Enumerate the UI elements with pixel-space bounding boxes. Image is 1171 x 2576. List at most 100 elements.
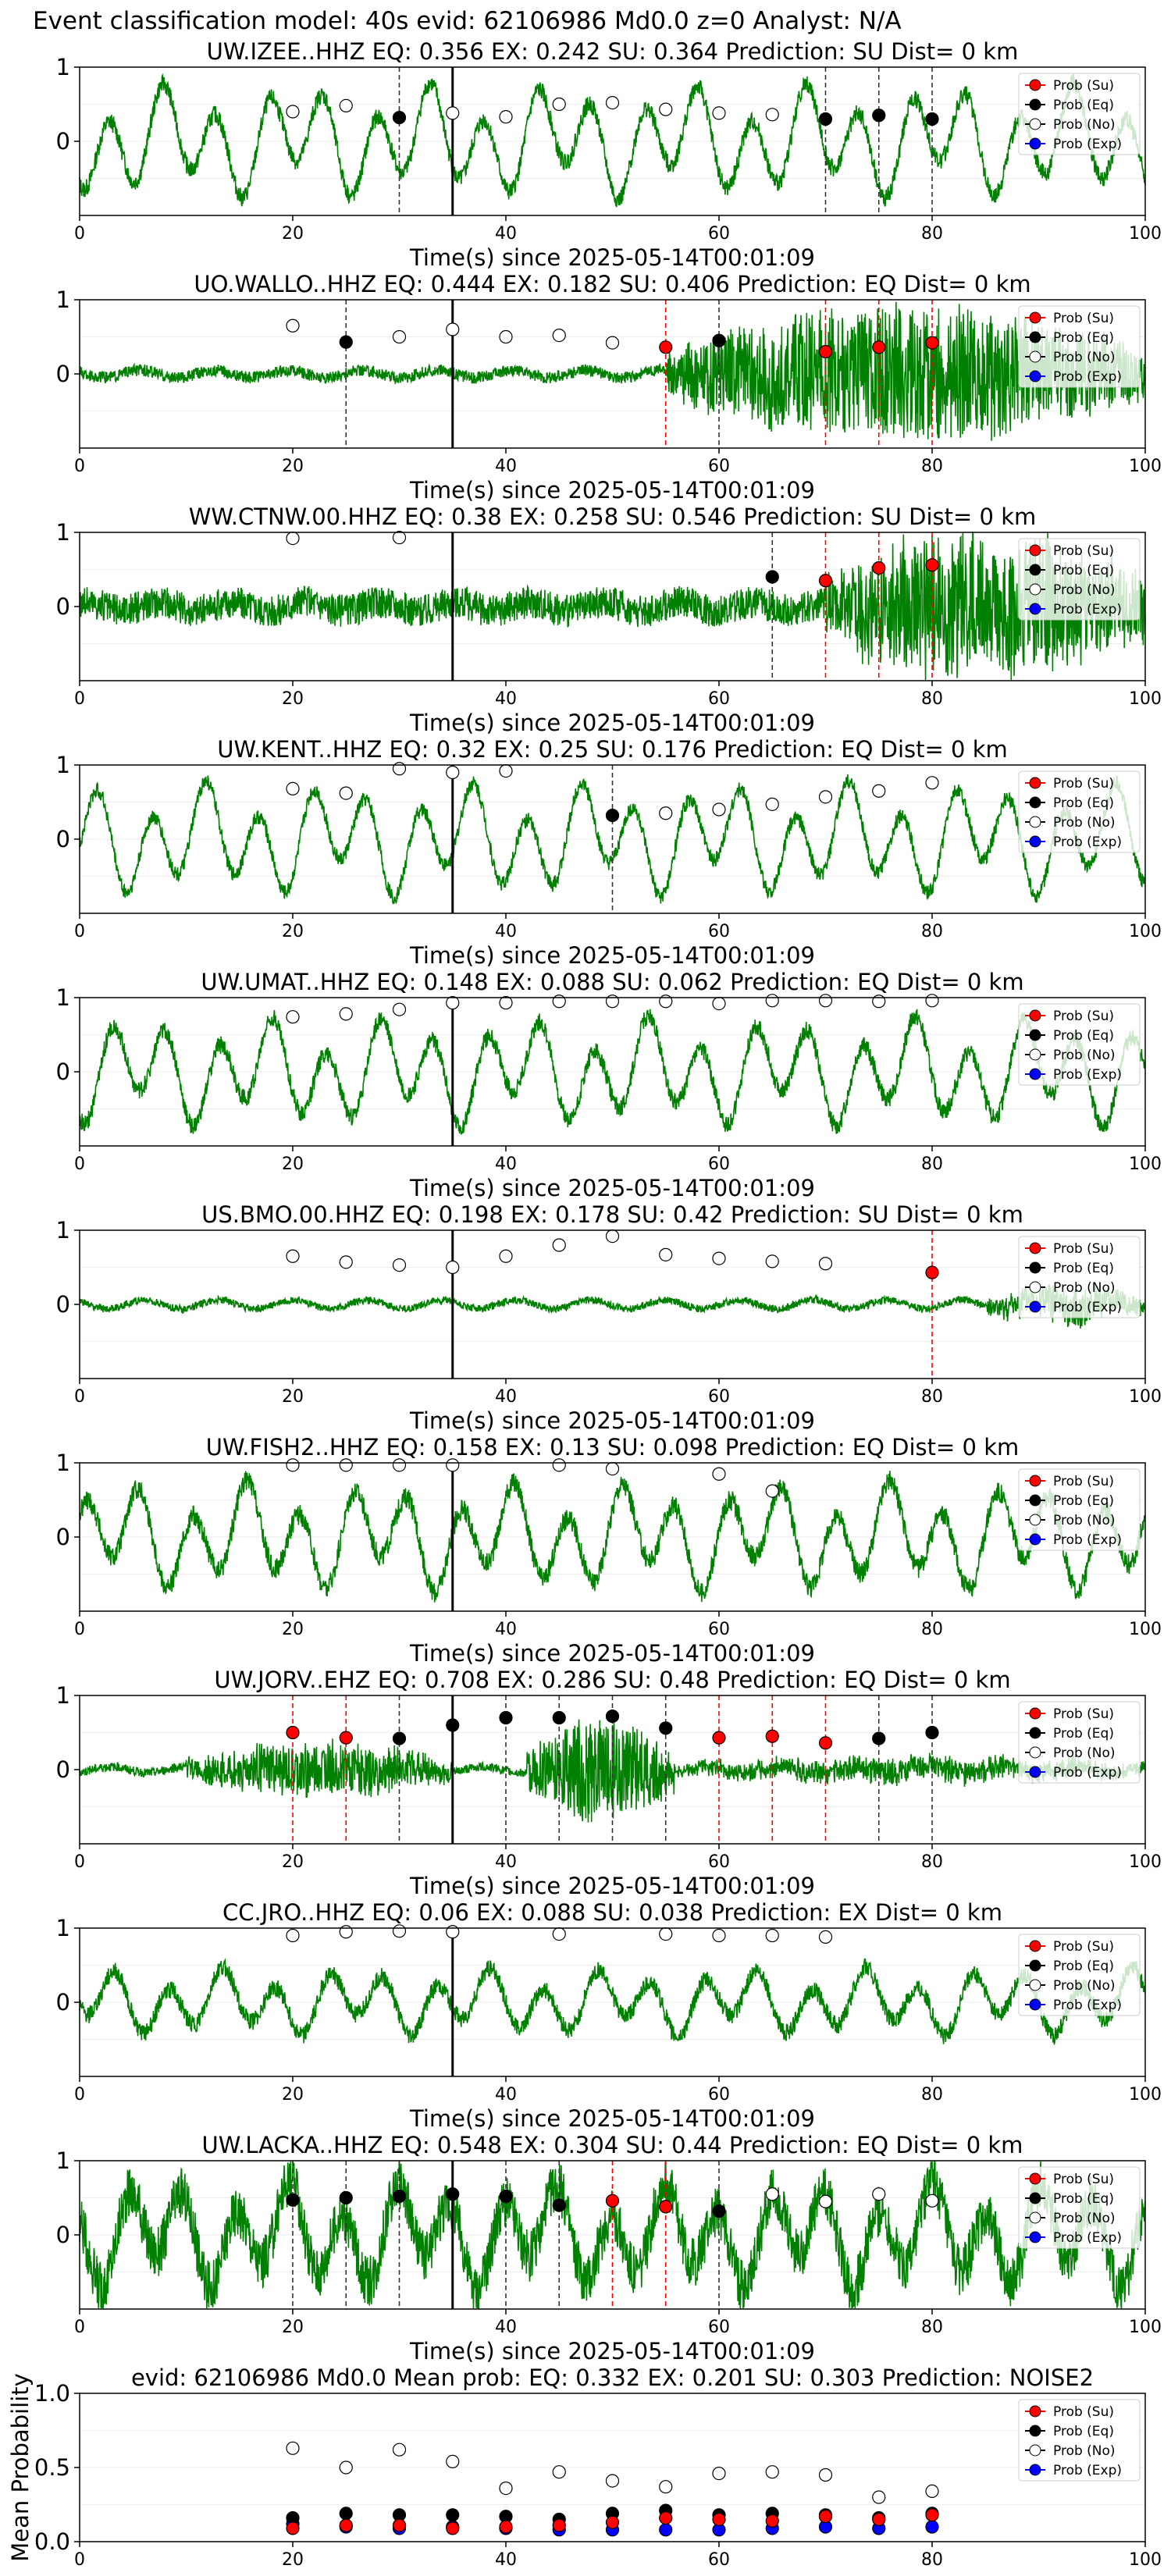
legend-label-eq: Prob (Eq) xyxy=(1053,1726,1114,1742)
station-panel-9: CC.JRO..HHZ EQ: 0.06 EX: 0.088 SU: 0.038… xyxy=(56,1899,1162,2132)
x-tick-label: 40 xyxy=(495,689,517,709)
prob-point-eq xyxy=(712,333,726,347)
legend-label-exp: Prob (Exp) xyxy=(1053,137,1122,152)
legend-label-eq: Prob (Eq) xyxy=(1053,563,1114,578)
prob-point-no xyxy=(446,2454,460,2468)
prob-point-no xyxy=(446,1458,460,1472)
prob-point-no xyxy=(446,322,460,336)
panel-title: US.BMO.00.HHZ EQ: 0.198 EX: 0.178 SU: 0.… xyxy=(201,1201,1023,1228)
legend-marker-exp xyxy=(1029,1068,1041,1080)
legend-marker-no xyxy=(1029,350,1041,363)
prob-point-no xyxy=(339,1925,353,1939)
legend-label-su: Prob (Su) xyxy=(1053,543,1114,559)
x-axis-label: Time(s) since 2025-05-14T00:01:09 xyxy=(409,2105,815,2132)
legend-marker-no xyxy=(1029,118,1041,130)
station-panel-4: UW.KENT..HHZ EQ: 0.32 EX: 0.25 SU: 0.176… xyxy=(56,736,1162,969)
legend-label-su: Prob (Su) xyxy=(1053,1241,1114,1257)
legend-marker-exp xyxy=(1029,1998,1041,2011)
prob-point-no xyxy=(712,996,726,1011)
legend-marker-exp xyxy=(1029,603,1041,615)
prob-point-no xyxy=(765,2465,779,2479)
x-tick-label: 100 xyxy=(1129,2318,1162,2337)
legend-label-no: Prob (No) xyxy=(1053,1745,1116,1761)
x-tick-label: 100 xyxy=(1129,1155,1162,1174)
panel-title: UW.IZEE..HHZ EQ: 0.356 EX: 0.242 SU: 0.3… xyxy=(207,38,1019,65)
legend-marker-eq xyxy=(1029,331,1041,343)
prob-point-eq xyxy=(339,2190,353,2205)
waveform-trace xyxy=(79,1957,1146,2046)
legend-marker-su xyxy=(1029,1009,1041,1022)
x-tick-label: 100 xyxy=(1129,224,1162,244)
prob-point-su xyxy=(818,574,833,588)
x-tick-label: 80 xyxy=(921,1852,943,1872)
prob-point-su xyxy=(392,2518,407,2532)
prob-point-no xyxy=(765,2187,779,2201)
x-tick-label: 100 xyxy=(1129,1387,1162,1407)
prob-point-su xyxy=(712,2512,726,2527)
prob-point-no xyxy=(712,2467,726,2481)
prob-point-no xyxy=(392,1924,407,1938)
legend-marker-exp xyxy=(1029,835,1041,848)
legend-box xyxy=(1018,770,1141,853)
station-panel-2: UO.WALLO..HHZ EQ: 0.444 EX: 0.182 SU: 0.… xyxy=(56,271,1162,503)
legend-box xyxy=(1018,2399,1141,2482)
prob-point-no xyxy=(339,1007,353,1021)
legend-marker-eq xyxy=(1029,2192,1041,2204)
prob-point-no xyxy=(446,765,460,780)
prob-point-no xyxy=(925,994,939,1008)
prob-point-no xyxy=(392,1258,407,1272)
prob-point-no xyxy=(392,1002,407,1016)
legend-marker-su xyxy=(1029,2405,1041,2418)
prob-point-su xyxy=(925,336,939,350)
prob-point-eq xyxy=(446,2508,460,2522)
prob-point-su xyxy=(286,2521,300,2535)
prob-point-no xyxy=(605,96,620,110)
legend-marker-eq xyxy=(1029,1959,1041,1972)
legend-label-exp: Prob (Exp) xyxy=(1053,2463,1122,2478)
panel-title: UW.JORV..EHZ EQ: 0.708 EX: 0.286 SU: 0.4… xyxy=(214,1667,1010,1693)
panel-title: UW.KENT..HHZ EQ: 0.32 EX: 0.25 SU: 0.176… xyxy=(217,736,1008,763)
legend-marker-eq xyxy=(1029,796,1041,809)
panel-title: UW.FISH2..HHZ EQ: 0.158 EX: 0.13 SU: 0.0… xyxy=(206,1434,1020,1461)
waveform-trace xyxy=(79,73,1146,208)
x-tick-label: 60 xyxy=(708,457,730,476)
x-tick-label: 20 xyxy=(282,457,304,476)
prob-point-eq xyxy=(339,2507,353,2521)
legend-box xyxy=(1018,305,1141,388)
x-tick-label: 60 xyxy=(708,2318,730,2337)
legend-marker-exp xyxy=(1029,1300,1041,1313)
prob-point-eq xyxy=(552,1710,566,1725)
legend-marker-no xyxy=(1029,1746,1041,1759)
prob-point-su xyxy=(605,2515,620,2529)
prob-point-no xyxy=(339,98,353,112)
prob-point-no xyxy=(659,2480,673,2494)
station-panel-8: UW.JORV..EHZ EQ: 0.708 EX: 0.286 SU: 0.4… xyxy=(56,1667,1162,1899)
x-tick-label: 20 xyxy=(282,1852,304,1872)
prob-point-su xyxy=(659,340,673,354)
waveform-trace xyxy=(79,301,1146,441)
legend-marker-no xyxy=(1029,2444,1041,2457)
panel-title: UO.WALLO..HHZ EQ: 0.444 EX: 0.182 SU: 0.… xyxy=(194,271,1030,297)
prob-point-no xyxy=(765,108,779,122)
prob-point-exp xyxy=(659,2523,673,2537)
prob-point-no xyxy=(605,2474,620,2488)
prob-point-no xyxy=(872,994,886,1009)
legend-marker-no xyxy=(1029,1048,1041,1061)
prob-point-su xyxy=(339,2518,353,2532)
prob-point-no xyxy=(552,1238,566,1252)
y-tick-label: 1 xyxy=(56,1682,70,1709)
x-tick-label: 0 xyxy=(74,1155,85,1174)
legend-box xyxy=(1018,1934,1141,2016)
prob-point-no xyxy=(659,994,673,1009)
station-panel-6: US.BMO.00.HHZ EQ: 0.198 EX: 0.178 SU: 0.… xyxy=(56,1201,1162,1434)
y-tick-label: 0 xyxy=(56,128,70,155)
prob-point-eq xyxy=(446,1718,460,1732)
x-tick-label: 40 xyxy=(495,1155,517,1174)
legend-marker-su xyxy=(1029,311,1041,324)
prob-point-no xyxy=(818,2467,833,2482)
prob-point-eq xyxy=(925,1725,939,1740)
prob-point-no xyxy=(446,1925,460,1939)
legend-label-no: Prob (No) xyxy=(1053,1048,1116,1063)
prob-point-eq xyxy=(818,112,833,126)
legend-label-su: Prob (Su) xyxy=(1053,1706,1114,1722)
